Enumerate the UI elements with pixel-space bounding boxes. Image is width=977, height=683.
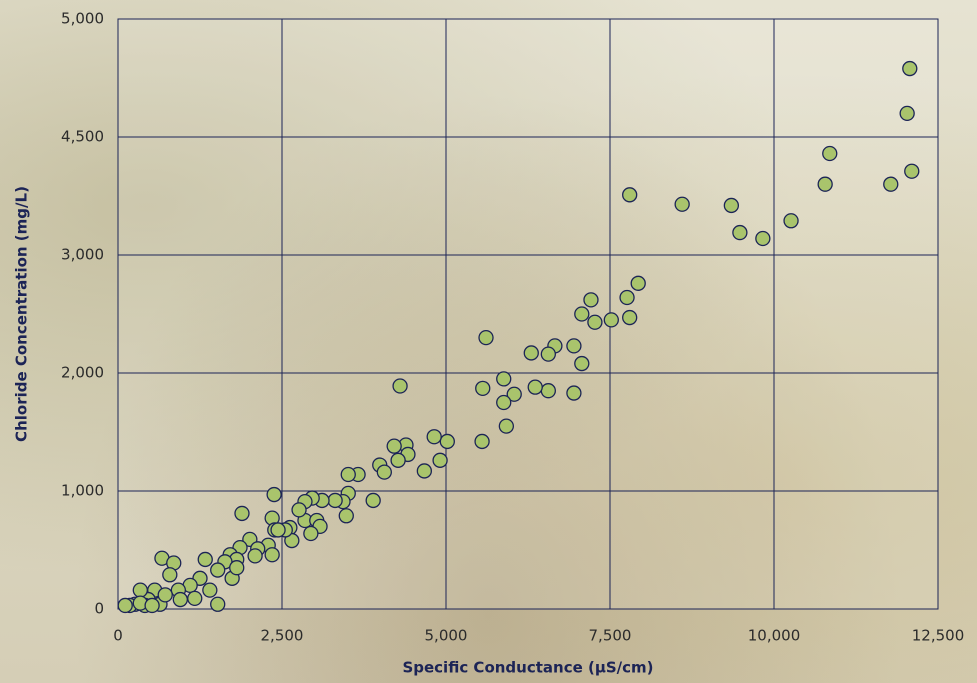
y-axis-title: Chloride Concentration (mg/L) [13,186,31,442]
point [303,525,319,542]
point [902,60,918,77]
point [327,492,343,509]
point [523,345,539,361]
point [723,197,740,214]
point [264,547,280,563]
point [755,230,771,247]
x-tick-label: 5,000 [425,627,468,645]
point [540,383,556,399]
point [197,551,213,568]
point [622,309,638,326]
point [117,597,133,614]
point [365,492,381,509]
plot-area [117,18,939,610]
point [340,466,356,483]
point [162,567,178,583]
point [338,508,354,524]
point [674,196,690,212]
x-tick-label: 12,500 [912,627,965,645]
point [883,176,899,192]
point [210,562,226,578]
point [822,145,838,162]
y-tick-label: 2,000 [61,364,104,382]
point [172,591,188,608]
point [583,292,599,308]
point [474,433,490,450]
y-tick-label: 3,000 [61,246,104,264]
point [506,386,522,402]
point [603,312,619,328]
point [376,464,392,480]
point [619,289,635,306]
point [478,329,494,346]
x-tick-label: 10,000 [748,627,801,645]
point [496,394,512,411]
point [587,314,603,330]
point [566,385,582,401]
point [386,438,402,454]
y-tick-label: 0 [94,600,104,618]
point [432,452,448,468]
point [527,379,543,395]
point [229,560,245,576]
point [144,597,160,614]
point [132,582,148,598]
point [817,176,833,192]
x-tick-label: 7,500 [589,627,632,645]
point [187,590,203,607]
y-tick-label: 1,000 [61,482,104,500]
point [732,224,748,241]
point [390,452,406,468]
point [202,582,218,598]
point [392,378,408,394]
point [574,306,590,322]
y-tick-label: 4,500 [61,128,104,146]
point [247,548,263,564]
point [540,346,556,362]
x-tick-label: 2,500 [261,627,304,645]
point [498,418,515,434]
point [266,486,282,503]
point [574,355,590,372]
point [234,505,250,522]
point [439,433,455,450]
point [904,163,920,179]
x-tick-label: 0 [113,627,123,645]
point [622,187,638,203]
point [291,502,307,518]
y-tick-label: 5,000 [61,10,104,28]
point [566,338,582,354]
point [475,380,491,396]
point [496,371,512,387]
point [270,522,286,538]
point [426,429,442,445]
point [416,463,433,479]
point [157,587,173,603]
x-axis-title: Specific Conductance (µS/cm) [402,659,653,677]
point [899,105,915,122]
point [783,213,799,229]
point [210,596,226,612]
point [630,275,646,291]
